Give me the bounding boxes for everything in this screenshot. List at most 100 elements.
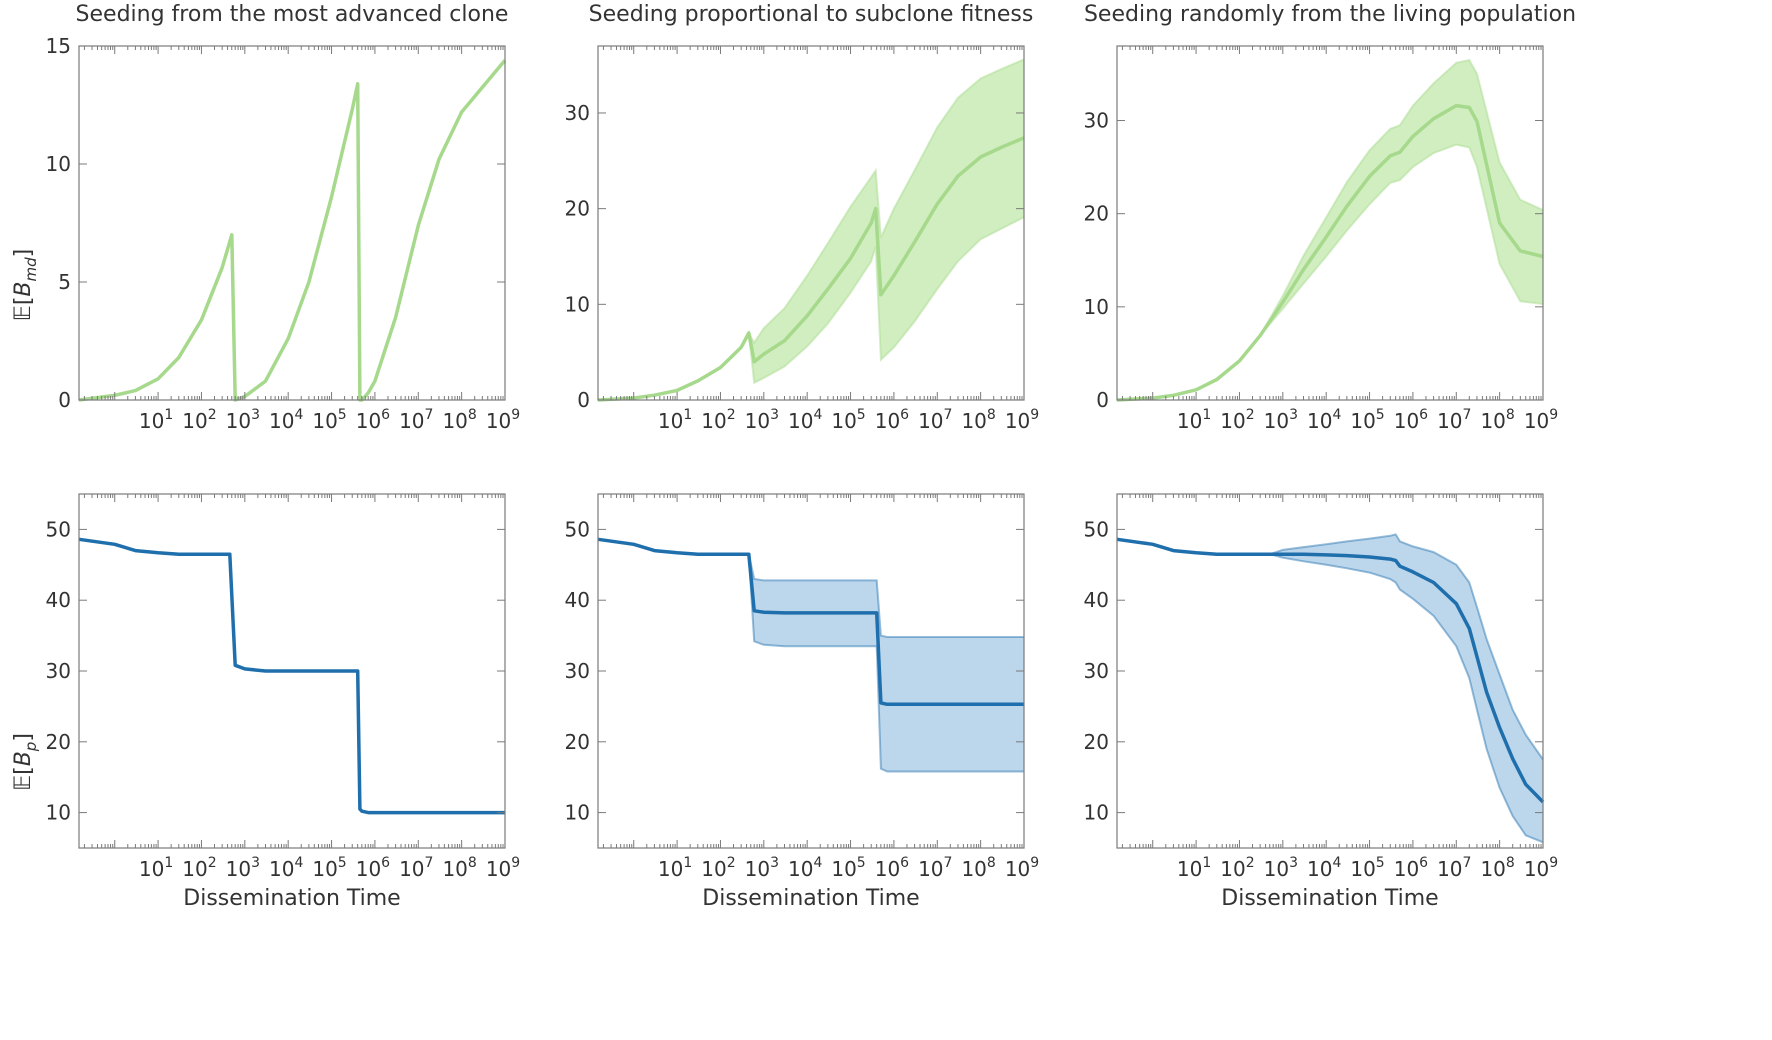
row-ylabel-bottom: 𝔼[Bp] <box>11 733 40 791</box>
x-tick-label: 108 <box>961 407 995 433</box>
x-tick-label: 103 <box>745 407 779 433</box>
y-tick-label: 40 <box>1084 588 1109 612</box>
x-tick-label: 106 <box>1394 855 1428 881</box>
x-tick-label: 105 <box>312 855 346 881</box>
x-tick-label: 104 <box>788 855 822 881</box>
x-axis-label: Dissemination Time <box>702 886 919 911</box>
x-tick-label: 109 <box>1524 407 1558 433</box>
x-tick-label: 104 <box>269 407 303 433</box>
x-tick-label: 105 <box>831 855 865 881</box>
chart-bottom-random: 101 102 103 104 105 106 107 108 109 10 20 30 40 50 Dis… <box>1084 493 1558 911</box>
chart-top-random: Seeding randomly from the living populat… <box>1084 2 1576 433</box>
y-tick-label: 40 <box>565 588 590 612</box>
y-tick-label: 10 <box>565 801 590 825</box>
y-tick-label: 30 <box>1084 659 1109 683</box>
x-tick-label: 107 <box>918 407 952 433</box>
x-tick-label: 102 <box>701 855 735 881</box>
x-tick-label: 109 <box>486 855 520 881</box>
x-tick-label: 105 <box>312 407 346 433</box>
series-line <box>1116 537 1545 804</box>
x-tick-label: 103 <box>1264 855 1298 881</box>
x-tick-label: 101 <box>658 407 692 433</box>
plot-frame <box>78 45 506 401</box>
x-tick-label: 102 <box>701 407 735 433</box>
panel-title: Seeding randomly from the living populat… <box>1084 2 1576 27</box>
x-tick-label: 102 <box>182 407 216 433</box>
y-tick-label: 50 <box>46 517 71 541</box>
x-tick-label: 106 <box>875 407 909 433</box>
x-tick-label: 104 <box>788 407 822 433</box>
y-tick-label: 5 <box>58 270 71 294</box>
x-tick-label: 108 <box>1480 855 1514 881</box>
x-tick-label: 104 <box>1307 407 1341 433</box>
x-axis-label: Dissemination Time <box>1221 886 1438 911</box>
y-tick-label: 30 <box>565 101 590 125</box>
x-tick-label: 103 <box>226 855 260 881</box>
x-tick-label: 106 <box>875 855 909 881</box>
x-tick-label: 106 <box>356 407 390 433</box>
y-tick-label: 20 <box>565 197 590 221</box>
y-tick-label: 20 <box>46 730 71 754</box>
y-tick-label: 30 <box>1084 109 1109 133</box>
panel-title: Seeding from the most advanced clone <box>76 2 509 27</box>
confidence-band <box>598 59 1024 401</box>
y-tick-label: 30 <box>46 659 71 683</box>
y-tick-label: 10 <box>1084 801 1109 825</box>
y-tick-label: 40 <box>46 588 71 612</box>
x-tick-label: 107 <box>918 855 952 881</box>
chart-bottom-advanced: 101 102 103 104 105 106 107 108 109 10 20 30 40 50 Dis… <box>46 493 520 911</box>
x-tick-label: 108 <box>442 855 476 881</box>
y-tick-label: 10 <box>46 801 71 825</box>
y-tick-label: 10 <box>1084 295 1109 319</box>
series-line <box>78 59 507 402</box>
x-tick-label: 104 <box>1307 855 1341 881</box>
x-tick-label: 109 <box>1005 407 1039 433</box>
x-tick-label: 109 <box>486 407 520 433</box>
x-tick-label: 106 <box>356 855 390 881</box>
x-tick-label: 104 <box>269 855 303 881</box>
y-tick-label: 20 <box>1084 730 1109 754</box>
y-tick-label: 20 <box>1084 202 1109 226</box>
y-tick-label: 15 <box>46 34 71 58</box>
x-tick-label: 105 <box>831 407 865 433</box>
confidence-band <box>598 539 1024 772</box>
y-tick-label: 50 <box>1084 517 1109 541</box>
x-tick-label: 103 <box>745 855 779 881</box>
plot-frame <box>597 45 1025 401</box>
series-line <box>1116 103 1544 402</box>
x-tick-label: 107 <box>1437 855 1471 881</box>
x-tick-label: 105 <box>1350 407 1384 433</box>
x-tick-label: 105 <box>1350 855 1384 881</box>
plot-frame <box>1116 45 1544 401</box>
y-tick-label: 10 <box>565 292 590 316</box>
x-tick-label: 109 <box>1005 855 1039 881</box>
y-tick-label: 50 <box>565 517 590 541</box>
chart-top-fitness: Seeding proportional to subclone fitness… <box>565 2 1040 433</box>
y-tick-label: 0 <box>58 388 71 412</box>
x-tick-label: 101 <box>139 855 173 881</box>
series-line <box>597 537 1024 707</box>
x-tick-label: 102 <box>1220 407 1254 433</box>
y-tick-label: 20 <box>565 730 590 754</box>
y-tick-label: 30 <box>565 659 590 683</box>
x-tick-label: 103 <box>226 407 260 433</box>
x-tick-label: 102 <box>1220 855 1254 881</box>
panel-title: Seeding proportional to subclone fitness <box>589 2 1034 27</box>
x-tick-label: 101 <box>139 407 173 433</box>
row-ylabel-top: 𝔼[Bmd] <box>11 249 40 321</box>
x-axis-label: Dissemination Time <box>183 886 400 911</box>
x-tick-label: 106 <box>1394 407 1428 433</box>
x-tick-label: 102 <box>182 855 216 881</box>
x-tick-label: 107 <box>399 407 433 433</box>
x-tick-label: 108 <box>961 855 995 881</box>
x-tick-label: 109 <box>1524 855 1558 881</box>
chart-top-advanced: Seeding from the most advanced clone 101 1… <box>46 2 521 433</box>
x-tick-label: 108 <box>442 407 476 433</box>
y-tick-label: 10 <box>46 152 71 176</box>
band-lower-edge <box>1116 143 1544 401</box>
series-line <box>78 537 505 815</box>
chart-bottom-fitness: 101 102 103 104 105 106 107 108 109 10 20 30 40 50 Dis… <box>565 493 1039 911</box>
y-tick-label: 0 <box>577 388 590 412</box>
x-tick-label: 107 <box>399 855 433 881</box>
